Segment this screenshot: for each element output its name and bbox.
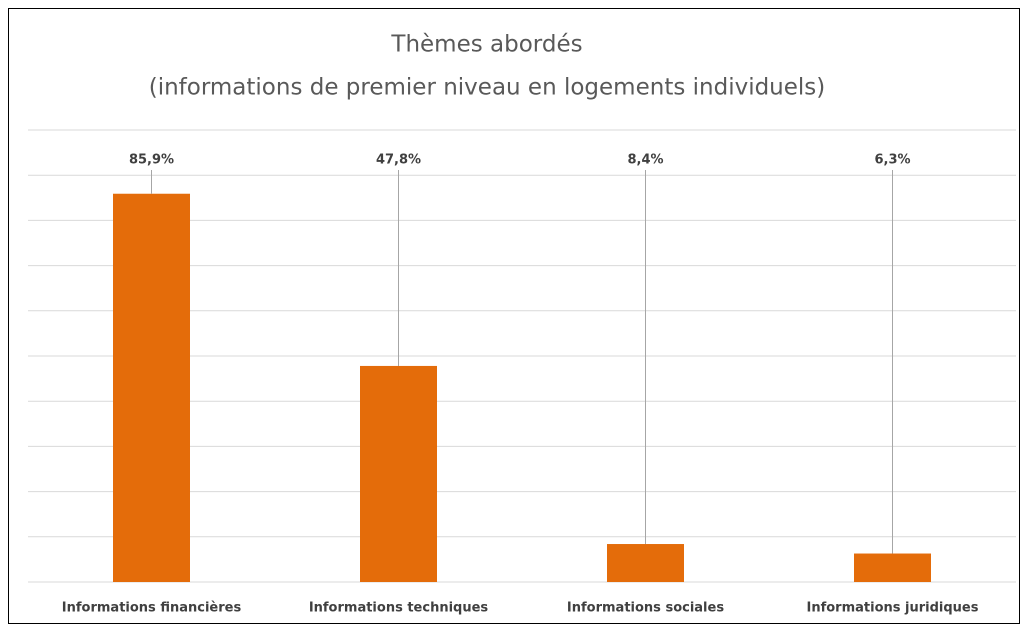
chart-title: Thèmes abordés [390,32,582,58]
x-tick-label: Informations juridiques [807,601,979,616]
value-label: 8,4% [627,153,663,168]
chart-title: (informations de premier niveau en logem… [149,75,826,101]
x-tick-label: Informations techniques [309,601,489,616]
x-tick-label: Informations financières [62,601,242,616]
bar [607,544,684,582]
value-label: 47,8% [376,153,421,168]
bar [113,193,190,582]
value-label: 85,9% [129,153,174,168]
bar [854,553,931,582]
value-label: 6,3% [874,153,910,168]
bar [360,365,437,582]
x-tick-label: Informations sociales [567,601,724,616]
